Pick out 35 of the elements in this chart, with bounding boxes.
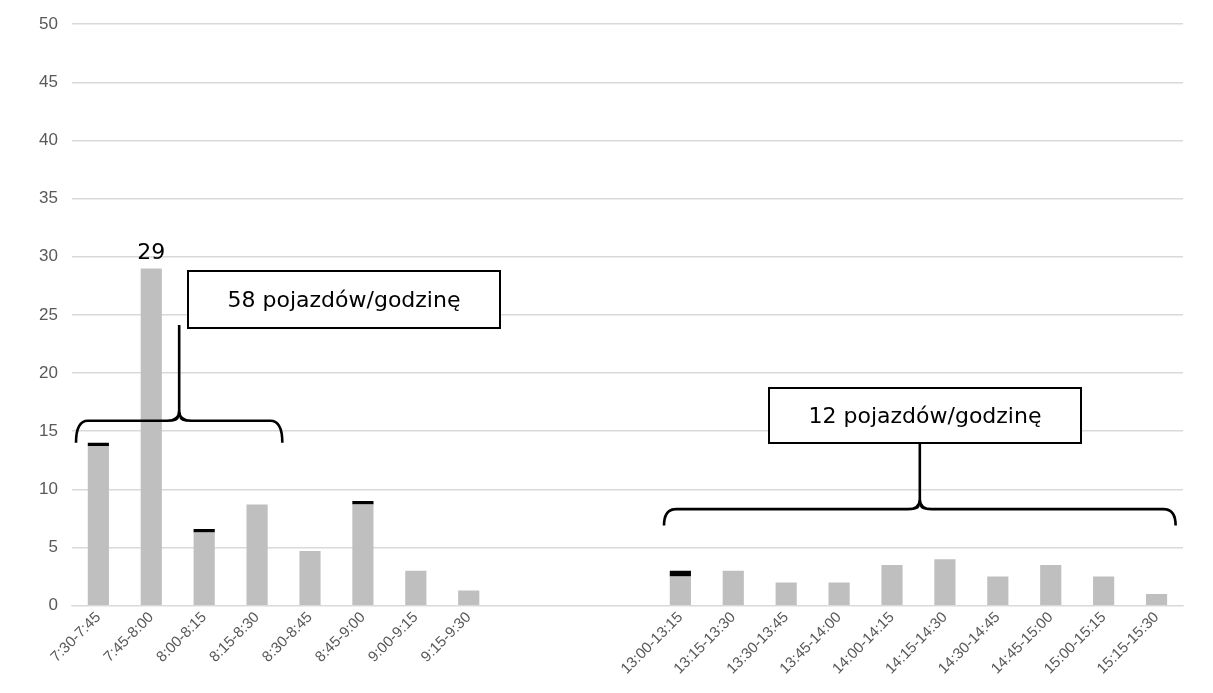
y-tick-label: 50 xyxy=(38,13,58,33)
bar xyxy=(193,532,215,605)
annotation: 12 pojazdów/godzinę xyxy=(808,403,1042,428)
y-tick-label: 40 xyxy=(38,130,58,150)
bar xyxy=(722,570,744,605)
callout-box: 58 pojazdów/godzinę xyxy=(187,270,501,329)
bar xyxy=(458,590,480,605)
annotation: 58 pojazdów/godzinę xyxy=(227,287,461,312)
bar xyxy=(87,446,109,605)
y-tick-label: 45 xyxy=(38,72,58,92)
y-tick-label: 15 xyxy=(38,420,58,440)
bar xyxy=(1093,576,1115,605)
bar xyxy=(669,570,691,577)
bar xyxy=(352,504,374,605)
bar xyxy=(1145,594,1168,605)
bar xyxy=(828,582,850,605)
y-tick-label: 10 xyxy=(38,479,58,499)
y-tick-label: 30 xyxy=(38,246,58,266)
total-label: 29 xyxy=(137,239,166,265)
y-tick-label: 20 xyxy=(38,362,58,382)
y-tick-label: 35 xyxy=(38,188,58,208)
bar xyxy=(405,570,427,605)
bar xyxy=(299,551,321,605)
y-tick-label: 0 xyxy=(48,595,58,615)
y-tick-label: 25 xyxy=(38,304,58,324)
callout-box: 12 pojazdów/godzinę xyxy=(768,387,1082,444)
bar xyxy=(881,564,903,605)
bar xyxy=(1040,564,1062,605)
y-tick-label: 5 xyxy=(48,537,58,557)
bar xyxy=(140,268,162,605)
bar xyxy=(246,504,268,605)
bar xyxy=(669,576,691,605)
bar xyxy=(775,582,797,605)
bar xyxy=(987,576,1009,605)
bar xyxy=(934,559,956,605)
